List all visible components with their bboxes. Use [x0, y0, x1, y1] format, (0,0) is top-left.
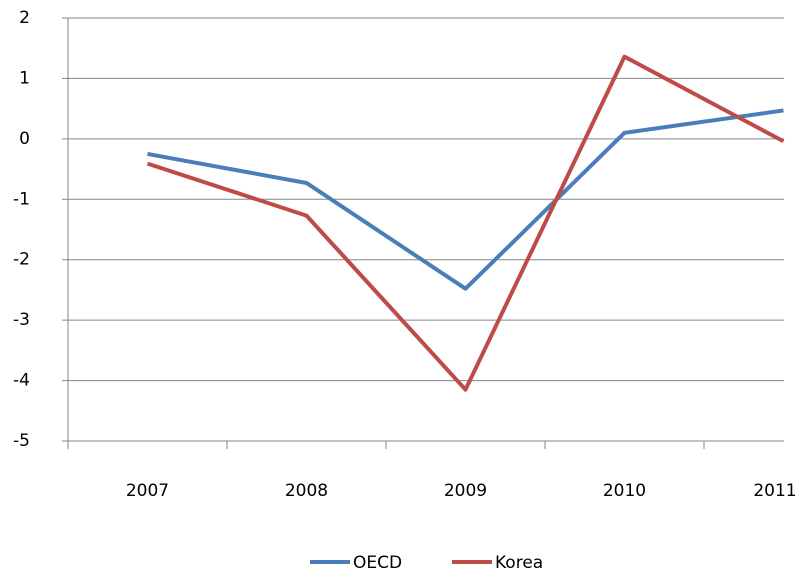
y-tick-label: -4 — [13, 371, 30, 391]
legend-label: OECD — [353, 553, 402, 573]
x-tick-label: 2009 — [444, 481, 487, 501]
series-line — [146, 54, 785, 392]
x-tick-label: 2007 — [126, 481, 169, 501]
y-tick-label: -2 — [13, 250, 30, 270]
x-tick-label: 2011 — [753, 481, 796, 501]
x-tick-label: 2010 — [603, 481, 646, 501]
y-tick-label: 1 — [19, 68, 30, 88]
y-tick-label: -5 — [13, 431, 30, 451]
y-tick-label: 0 — [19, 129, 30, 149]
x-tick-label: 2008 — [285, 481, 328, 501]
y-tick-label: 2 — [19, 8, 30, 28]
series-line — [147, 108, 784, 291]
y-tick-label: -1 — [13, 189, 30, 209]
y-tick-label: -3 — [13, 310, 30, 330]
legend-label: Korea — [495, 553, 543, 573]
